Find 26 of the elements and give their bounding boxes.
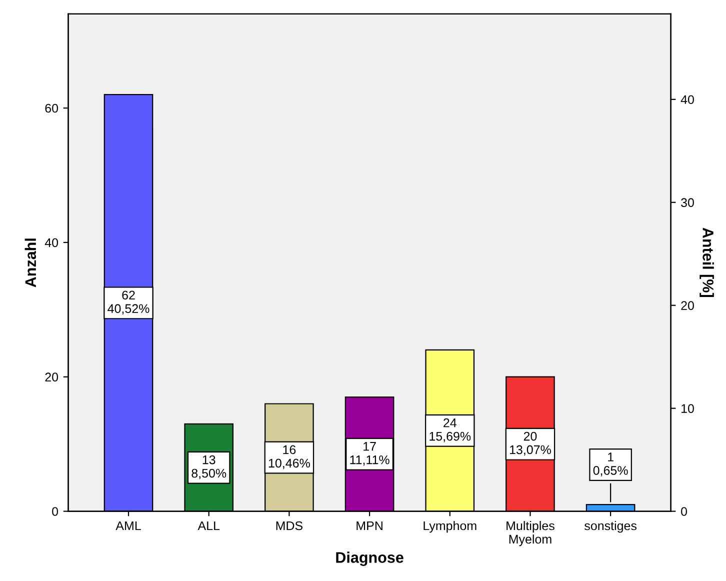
- data-label: 24 15,69%: [430, 418, 471, 442]
- data-label: 20 13,07%: [510, 432, 551, 456]
- y2-tick-label: 20: [681, 301, 694, 310]
- y-tick-label: 0: [52, 507, 58, 516]
- x-tick-label: AML: [116, 521, 141, 530]
- y-axis-title: Anzahl: [24, 238, 36, 288]
- data-label: 17 11,11%: [350, 442, 390, 466]
- data-label: 1 0,65%: [593, 452, 628, 476]
- data-label: 62 40,52%: [108, 290, 150, 314]
- x-tick-label: ALL: [198, 521, 220, 530]
- x-tick-label: MDS: [276, 521, 303, 530]
- data-label: 16 10,46%: [268, 445, 310, 470]
- y2-tick-label: 10: [682, 404, 694, 413]
- x-tick-label: MPN: [356, 521, 382, 530]
- x-tick-label: Multiples Myelom: [506, 521, 554, 546]
- y2-tick-label: 30: [681, 198, 694, 208]
- y2-tick-label: 0: [681, 507, 688, 516]
- x-tick-label: Lymphom: [424, 521, 476, 533]
- y-tick-label: 40: [44, 238, 58, 248]
- x-tick-label: sonstiges: [584, 521, 637, 533]
- y-tick-label: 20: [45, 372, 58, 382]
- y-tick-label: 60: [45, 104, 58, 113]
- data-label: 13 8,50%: [192, 455, 226, 480]
- x-axis-title: Diagnose: [336, 552, 404, 566]
- y2-tick-label: 40: [680, 95, 694, 104]
- y2-axis-title: Anteil [%]: [700, 228, 714, 297]
